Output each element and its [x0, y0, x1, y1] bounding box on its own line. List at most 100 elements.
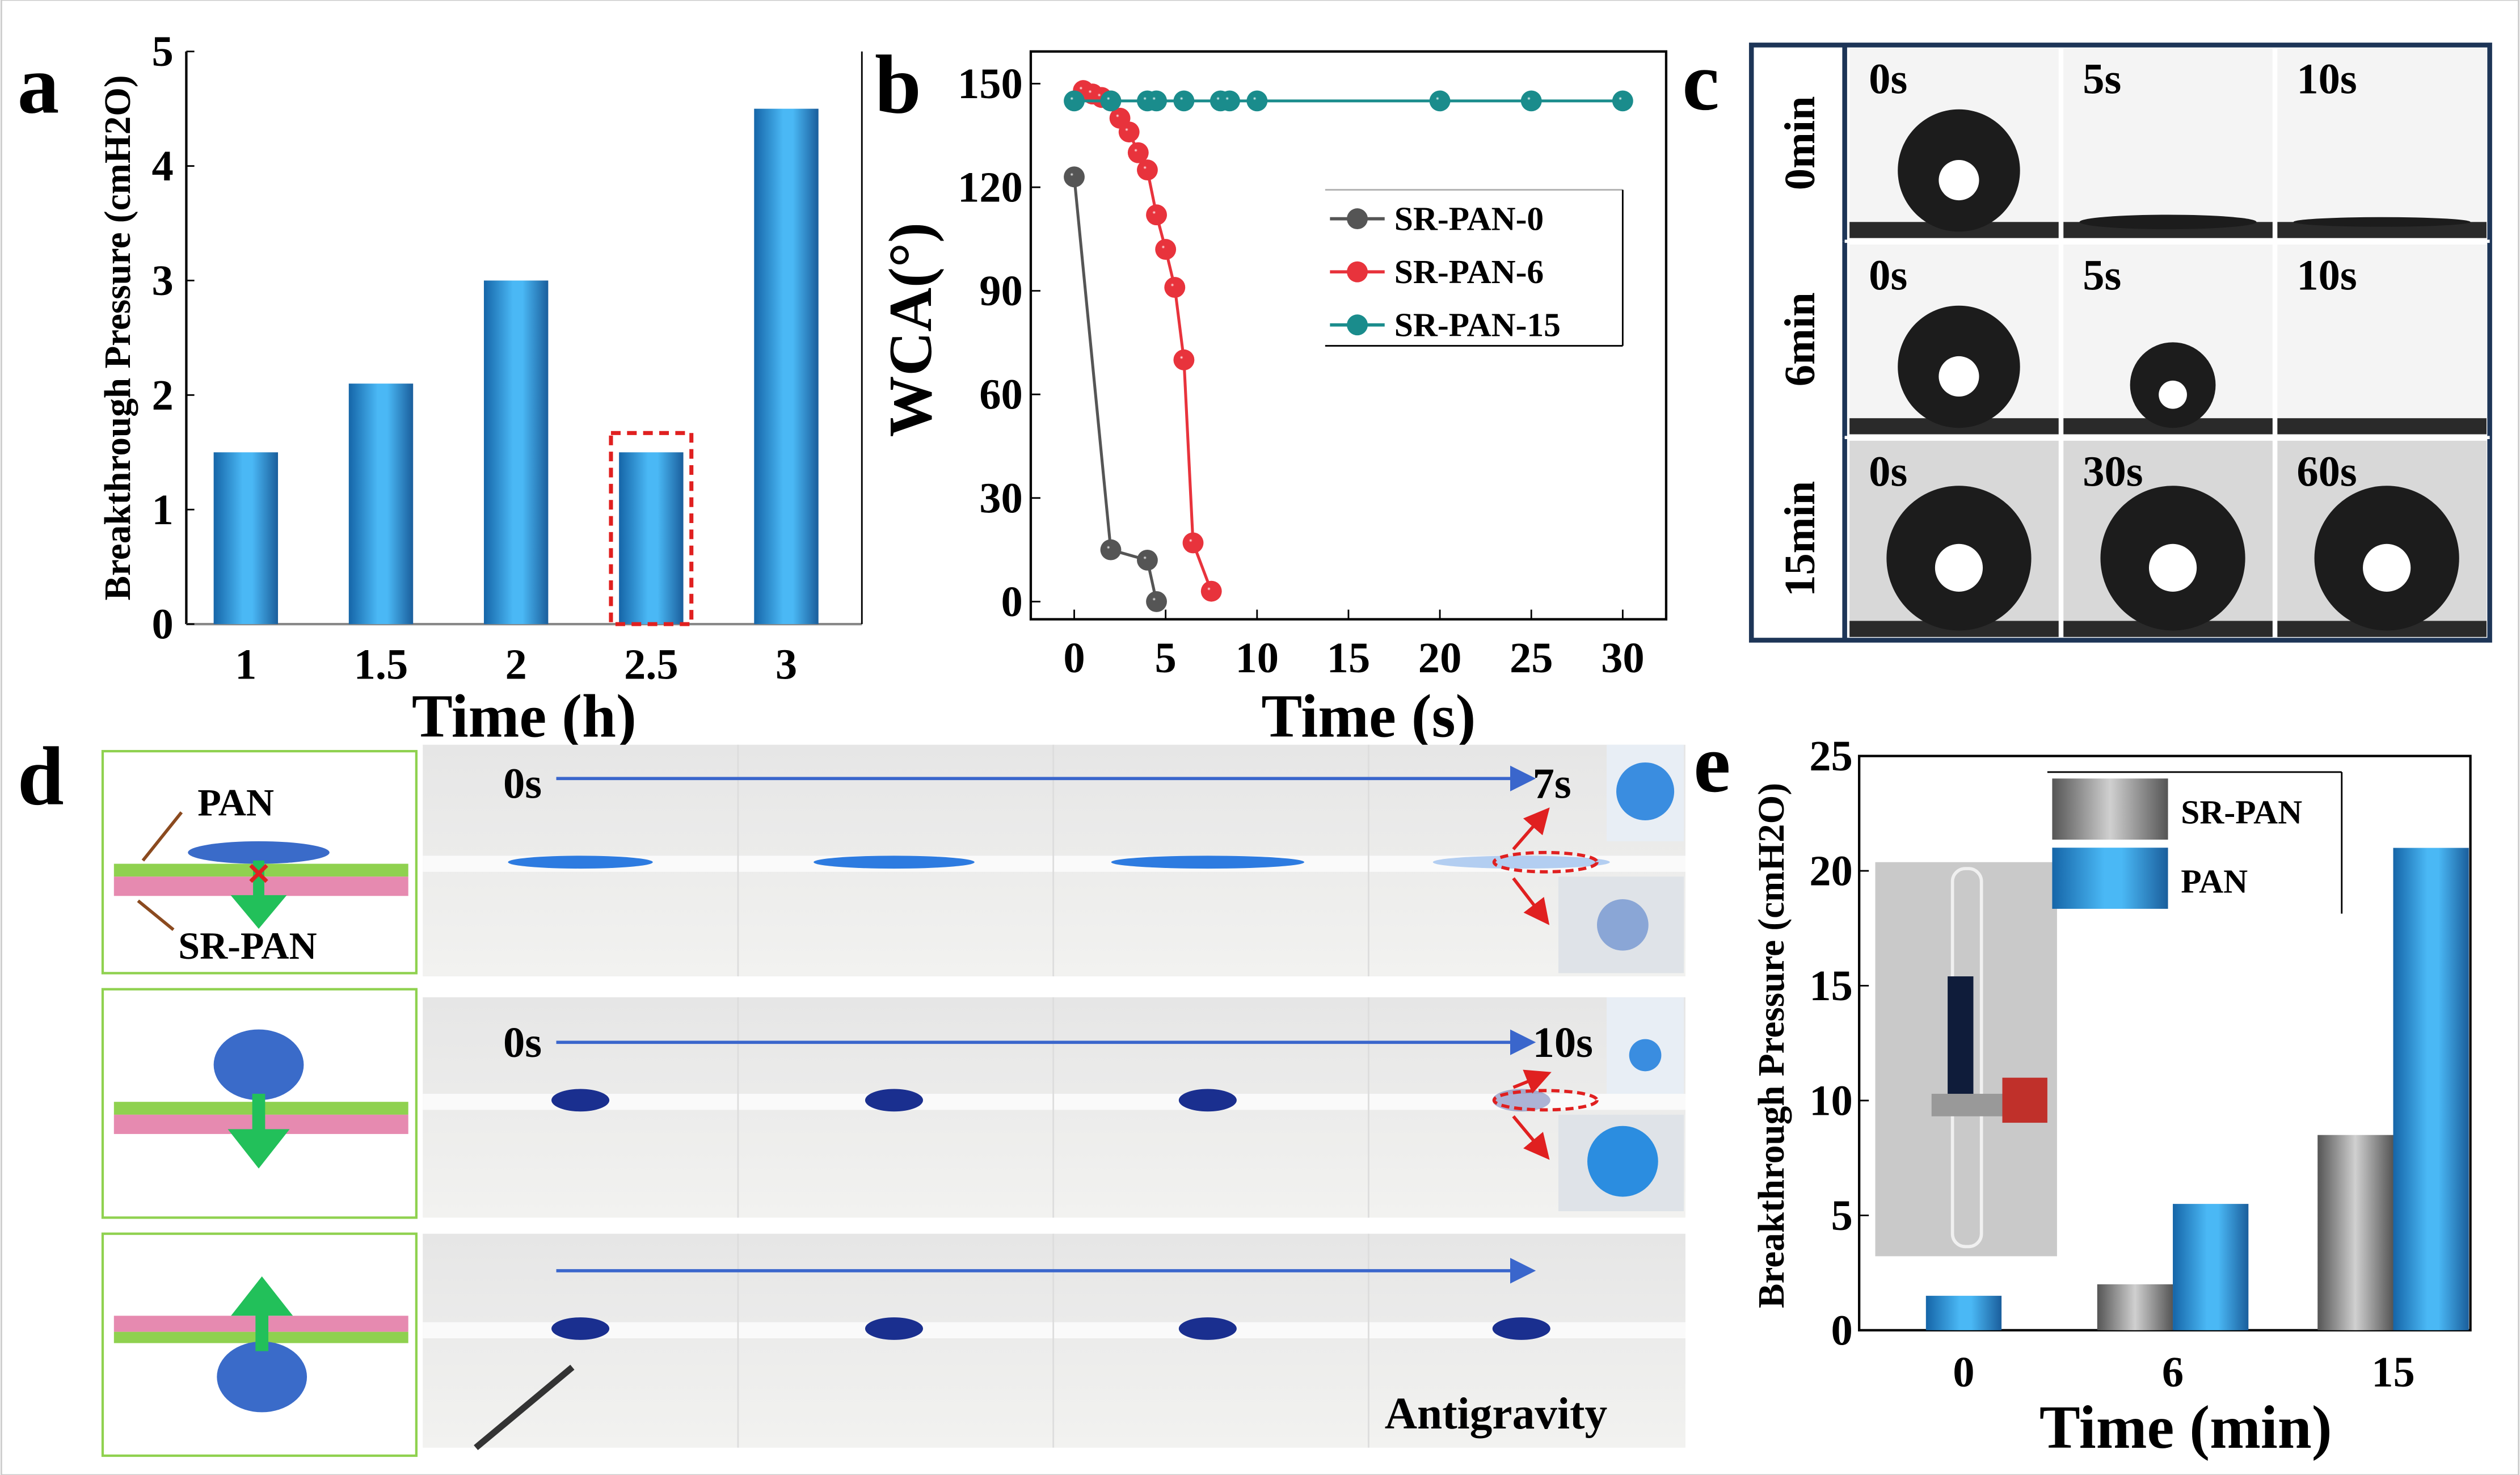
y-tick-label: 0 [151, 600, 173, 648]
bar [348, 384, 414, 625]
panel-label-c: c [1682, 35, 1719, 128]
dye-droplet [1492, 1317, 1550, 1340]
point-highlight [1149, 207, 1159, 217]
membrane [423, 1094, 1685, 1110]
point-highlight [1103, 542, 1114, 553]
droplet [213, 1029, 304, 1101]
droplet-reflection [1935, 543, 1983, 592]
x-tick-label: 2 [505, 640, 527, 689]
y-tick-label: 30 [979, 474, 1023, 522]
needle [474, 1364, 575, 1451]
droplet-reflection [1939, 356, 1979, 397]
red-arrow [1512, 877, 1550, 925]
x-tick-label: 1.5 [354, 640, 408, 689]
bar-PAN [1925, 1296, 2002, 1330]
x-tick-label: 2.5 [624, 640, 679, 689]
x-tick-label: 20 [1418, 634, 1462, 682]
point-highlight [1131, 145, 1141, 155]
legend-label: SR-PAN-0 [1394, 200, 1544, 237]
schematic-2 [101, 988, 418, 1219]
bar [213, 452, 279, 625]
dye-droplet [865, 1317, 923, 1340]
substrate [2277, 418, 2487, 435]
photo-strip-1: 0s 7s [423, 744, 1685, 977]
down-arrow-icon [227, 1094, 290, 1169]
x-tick-label: 25 [1510, 634, 1553, 682]
y-tick-label: 1 [151, 486, 173, 534]
point-highlight [1186, 536, 1196, 546]
panel-c: c 0min 0s 5s 10s 6min 0s 5s 10s 15min 0s 30s 60s [1682, 35, 2492, 643]
time-label: 30s [2083, 447, 2143, 495]
y-tick-label: 5 [151, 27, 173, 75]
legend-label: PAN [2181, 863, 2248, 900]
time-label: 5s [2083, 251, 2121, 299]
y-axis-label-e: Breakthrough Pressure (cmH2O) [1751, 783, 1792, 1308]
droplet-reflection [2363, 543, 2411, 592]
point-highlight [1103, 94, 1114, 104]
start-time-label: 0s [503, 759, 542, 807]
legend-marker [1347, 208, 1368, 230]
closeup-spot [1597, 899, 1649, 951]
x-tick-label: 6 [2162, 1348, 2184, 1396]
x-tick-label: 5 [1155, 634, 1177, 682]
y-tick-label: 4 [151, 142, 173, 190]
bar-SR-PAN [2317, 1135, 2393, 1330]
bar-PAN [2173, 1204, 2249, 1330]
row-label: 6min [1776, 292, 1824, 386]
legend-label: SR-PAN [2181, 794, 2302, 831]
membrane [423, 1322, 1685, 1338]
highlight-ellipse [1492, 850, 1599, 874]
legend-label: SR-PAN-6 [1394, 253, 1544, 290]
x-tick-label: 15 [2371, 1348, 2415, 1396]
y-tick-label: 150 [958, 60, 1023, 108]
panel-label-e: e [1693, 717, 1730, 810]
legend-marker [1347, 314, 1368, 336]
pointer-line [141, 811, 183, 862]
panel-label-a: a [18, 38, 60, 130]
photo-strip-3: Antigravity [423, 1233, 1685, 1451]
panel-label-d: d [18, 730, 64, 823]
x-tick-label: 0 [1063, 634, 1085, 682]
sr-pan-label: SR-PAN [178, 924, 317, 967]
schematic-3 [101, 1232, 418, 1457]
row-label: 15min [1776, 481, 1824, 597]
red-arrow [1512, 1115, 1550, 1160]
bar-chart-a: 0 1 2 3 4 5 1 1.5 2 2.5 3 [151, 27, 863, 689]
x-tick-label: 10 [1236, 634, 1279, 682]
y-tick-label: 10 [1809, 1076, 1853, 1124]
droplet-photo [2277, 244, 2487, 435]
dye-droplet [508, 856, 653, 869]
point-highlight [1204, 584, 1214, 594]
point-highlight [1149, 94, 1159, 104]
bar-SR-PAN [2097, 1284, 2173, 1330]
dye-droplet [1178, 1089, 1237, 1112]
y-tick-label: 120 [958, 163, 1023, 212]
bar [754, 108, 819, 625]
y-tick-label: 2 [151, 371, 173, 419]
droplet-photo [2063, 48, 2273, 238]
point-highlight [1112, 111, 1123, 121]
y-tick-label: 0 [1831, 1306, 1853, 1354]
droplet-reflection [2159, 380, 2187, 409]
y-tick-label: 25 [1809, 732, 1853, 780]
point-highlight [1615, 94, 1625, 104]
photo-strip-2: 0s 10s [423, 997, 1685, 1218]
point-highlight [1158, 242, 1168, 252]
y-tick-label: 3 [151, 256, 173, 305]
y-tick-label: 20 [1809, 847, 1853, 895]
y-tick-label: 5 [1831, 1191, 1853, 1240]
droplet [217, 1341, 307, 1413]
time-label: 0s [1869, 54, 1907, 103]
point-highlight [1122, 124, 1132, 134]
down-arrow-icon [230, 860, 287, 929]
panel-d: d PAN SR-PAN 0s 7s 0s 10s Antigravity [18, 730, 1685, 1457]
x-tick-label: 3 [776, 640, 797, 689]
time-label: 5s [2083, 54, 2121, 103]
up-arrow-icon [231, 1276, 293, 1351]
droplet-reflection [2148, 543, 2197, 592]
red-arrow [1512, 1069, 1552, 1094]
time-label: 0s [1869, 447, 1907, 495]
bar-PAN [2393, 848, 2469, 1330]
point-highlight [1177, 352, 1187, 363]
highlight-box [609, 431, 694, 626]
